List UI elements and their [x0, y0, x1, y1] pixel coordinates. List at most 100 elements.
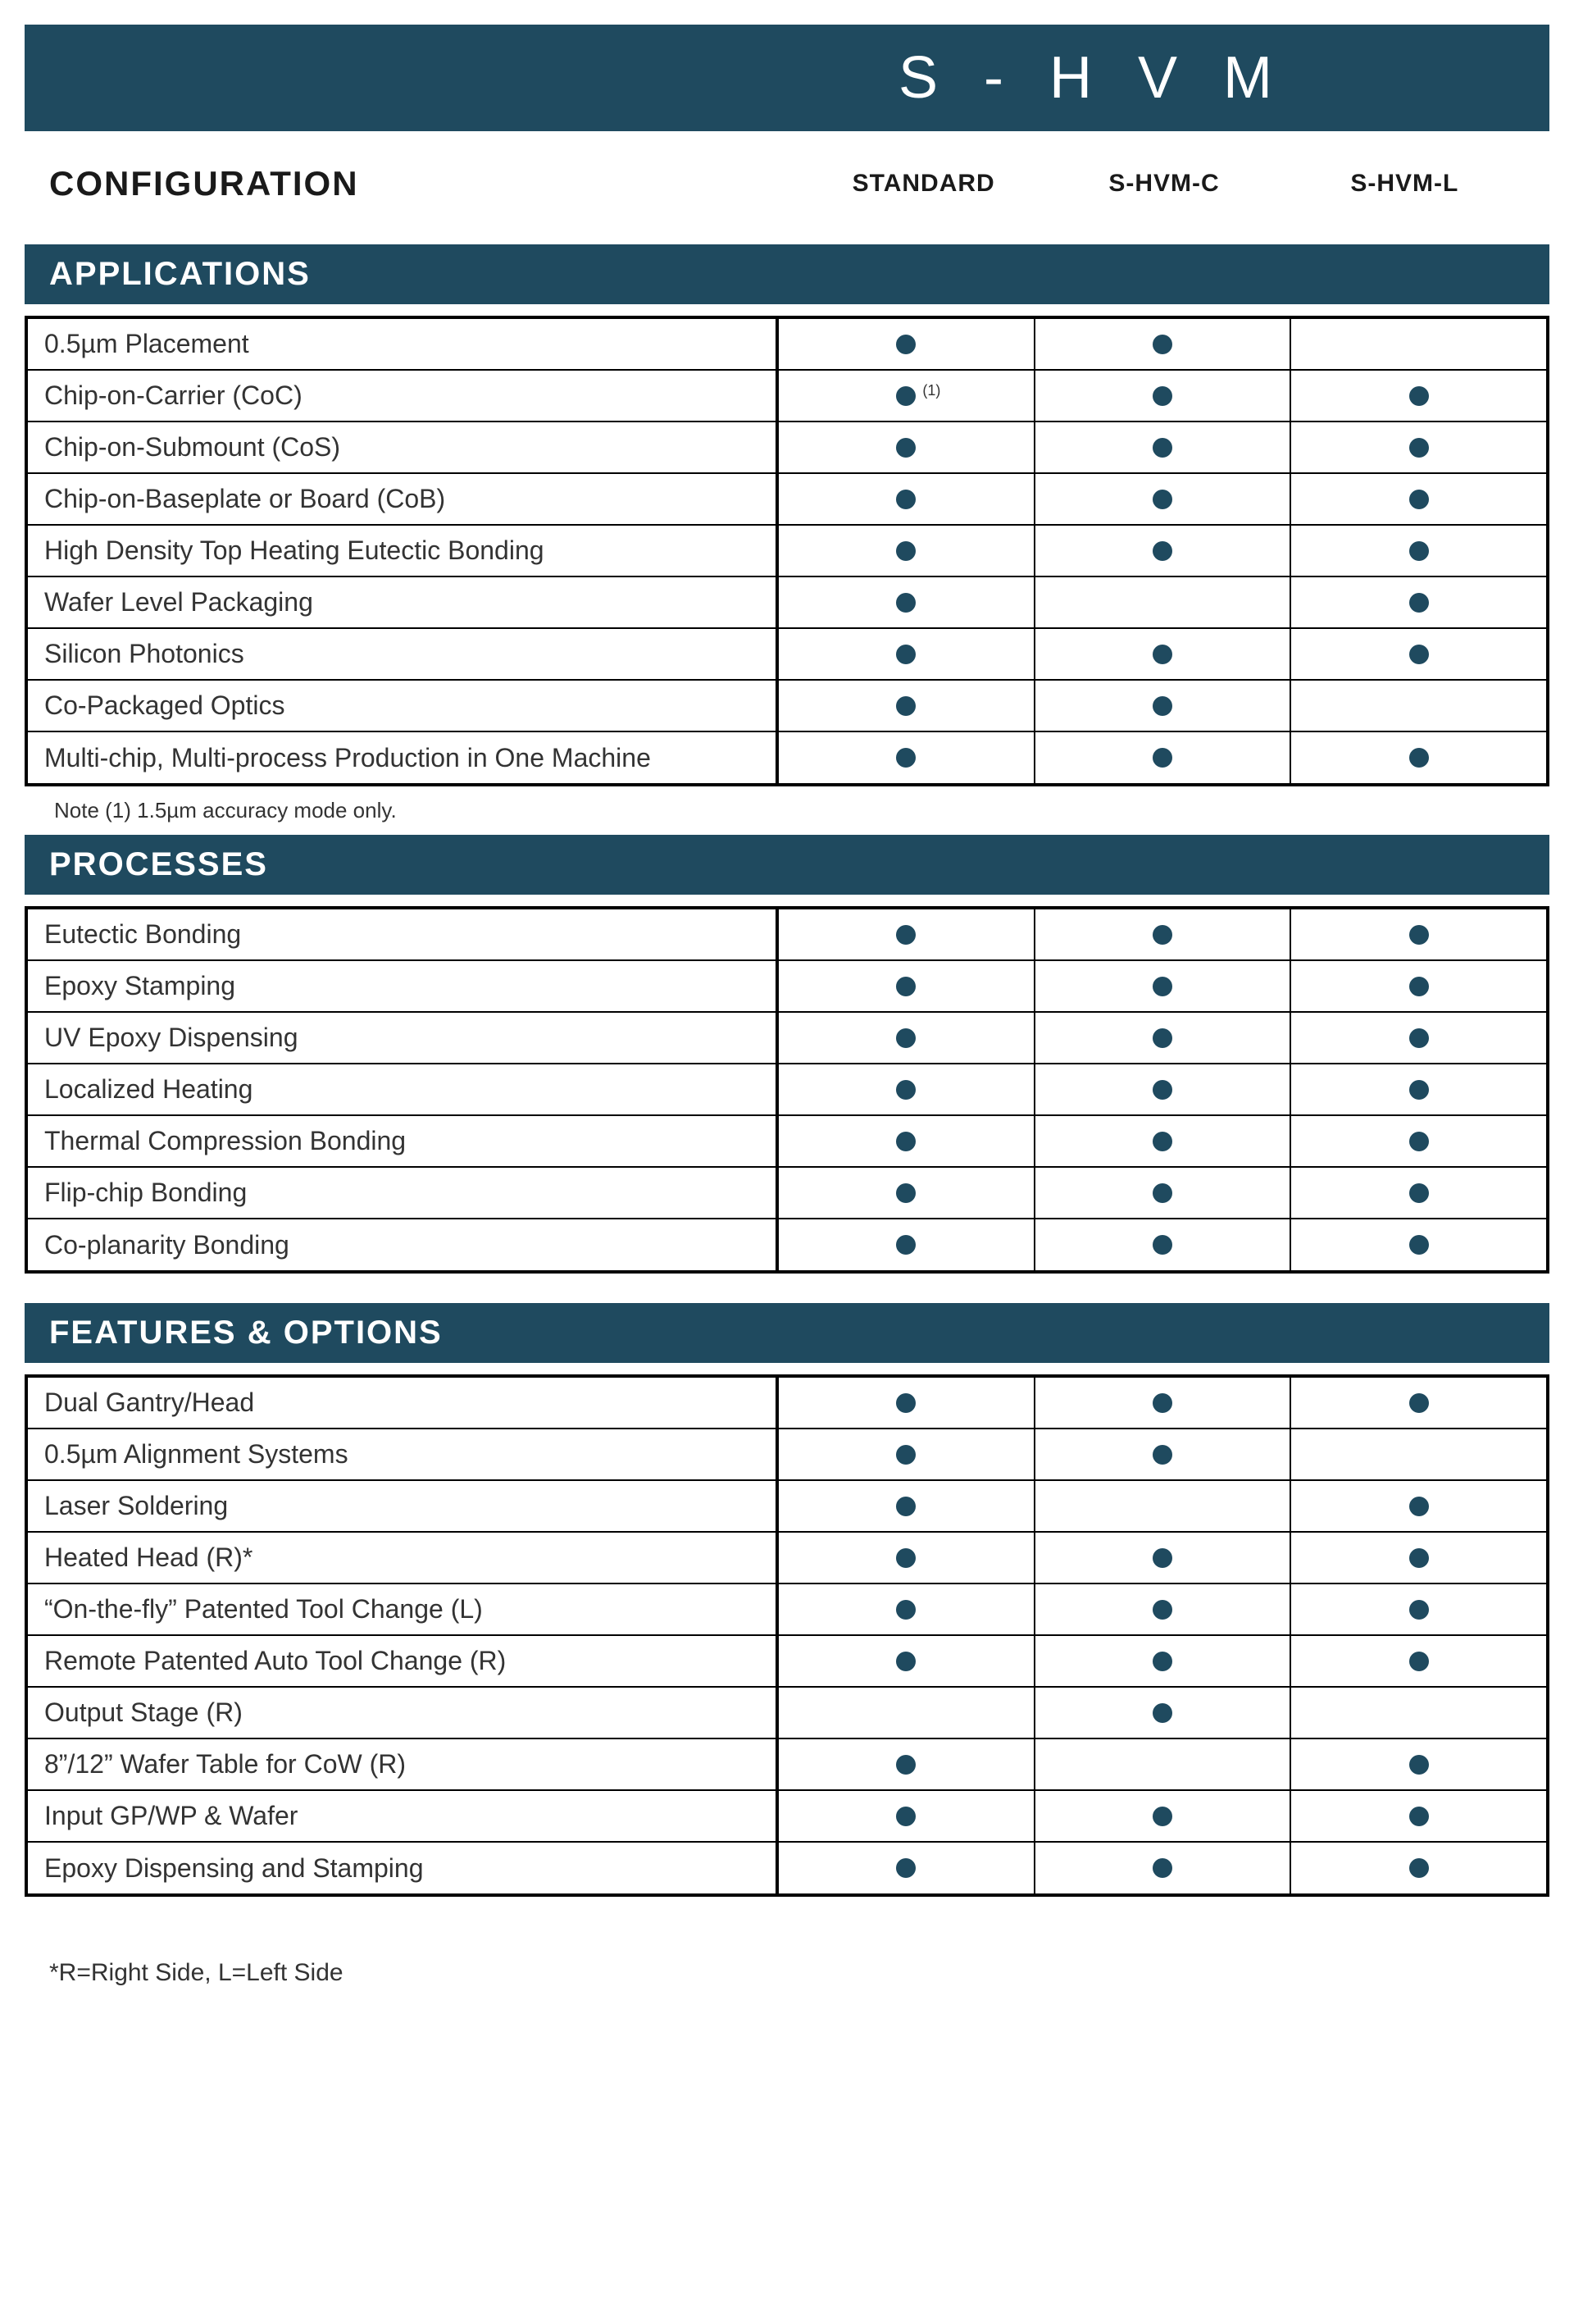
feature-cell: [779, 732, 1035, 783]
feature-cell: [1035, 577, 1292, 627]
feature-label: Dual Gantry/Head: [28, 1378, 779, 1428]
dot-icon: [896, 1080, 916, 1100]
feature-label: 0.5µm Placement: [28, 319, 779, 369]
feature-cell: [1035, 1791, 1292, 1841]
feature-cell: [1291, 1636, 1546, 1686]
feature-cell: [779, 909, 1035, 959]
feature-cell: [779, 1584, 1035, 1634]
table-row: 0.5µm Alignment Systems: [28, 1429, 1546, 1481]
feature-cell: [1035, 1064, 1292, 1114]
section-header: FEATURES & OPTIONS: [25, 1303, 1549, 1363]
dot-icon: [896, 1235, 916, 1255]
feature-cell: [1035, 1584, 1292, 1634]
feature-cell: [1035, 629, 1292, 679]
dot-icon: [1153, 438, 1172, 458]
feature-label: Epoxy Dispensing and Stamping: [28, 1843, 779, 1893]
dot-icon: [1409, 1600, 1429, 1620]
feature-cell: [1291, 1739, 1546, 1789]
dot-icon: [1409, 1548, 1429, 1568]
feature-label: Input GP/WP & Wafer: [28, 1791, 779, 1841]
feature-cell: [1291, 422, 1546, 472]
feature-label: Wafer Level Packaging: [28, 577, 779, 627]
feature-cell: [1035, 1378, 1292, 1428]
dot-icon: [1153, 1393, 1172, 1413]
feature-label: Co-Packaged Optics: [28, 681, 779, 731]
feature-cell: [1291, 961, 1546, 1011]
dot-icon: [896, 438, 916, 458]
feature-cell: [1035, 371, 1292, 421]
feature-label: Laser Soldering: [28, 1481, 779, 1531]
top-banner: S - H V M: [25, 25, 1549, 131]
feature-label: Localized Heating: [28, 1064, 779, 1114]
feature-cell: [1291, 1378, 1546, 1428]
section-gap: [25, 1897, 1549, 1926]
dot-icon: [1153, 1703, 1172, 1723]
table-row: High Density Top Heating Eutectic Bondin…: [28, 526, 1546, 577]
feature-cell: [1035, 1843, 1292, 1893]
feature-cell: [1035, 526, 1292, 576]
feature-label: Silicon Photonics: [28, 629, 779, 679]
feature-cell: [1035, 1481, 1292, 1531]
feature-cell: [1035, 1739, 1292, 1789]
dot-icon: [896, 1755, 916, 1775]
table-row: Multi-chip, Multi-process Production in …: [28, 732, 1546, 783]
footnote: *R=Right Side, L=Left Side: [0, 1926, 1574, 2020]
dot-icon: [1409, 1652, 1429, 1671]
feature-cell: [779, 577, 1035, 627]
feature-cell: [1035, 961, 1292, 1011]
table-row: Co-planarity Bonding: [28, 1219, 1546, 1270]
dot-icon: [896, 386, 916, 406]
dot-icon: [896, 1652, 916, 1671]
feature-cell: [779, 1791, 1035, 1841]
feature-cell: [1035, 1533, 1292, 1583]
dot-icon: [896, 1028, 916, 1048]
feature-cell: [1035, 319, 1292, 369]
feature-cell: [779, 1429, 1035, 1479]
feature-cell: [779, 961, 1035, 1011]
feature-cell: [779, 1116, 1035, 1166]
dot-icon: [896, 977, 916, 996]
feature-cell: [1035, 732, 1292, 783]
feature-cell: [1035, 1688, 1292, 1738]
feature-cell: [779, 474, 1035, 524]
dot-icon: [1409, 1080, 1429, 1100]
feature-table: Eutectic BondingEpoxy StampingUV Epoxy D…: [25, 906, 1549, 1274]
feature-label: High Density Top Heating Eutectic Bondin…: [28, 526, 779, 576]
feature-cell: [779, 1481, 1035, 1531]
feature-label: “On-the-fly” Patented Tool Change (L): [28, 1584, 779, 1634]
table-row: 0.5µm Placement: [28, 319, 1546, 371]
dot-icon: [1409, 1858, 1429, 1878]
feature-cell: [1035, 681, 1292, 731]
dot-icon: [896, 1600, 916, 1620]
table-row: Chip-on-Baseplate or Board (CoB): [28, 474, 1546, 526]
dot-icon: [1409, 748, 1429, 768]
table-row: 8”/12” Wafer Table for CoW (R): [28, 1739, 1546, 1791]
dot-icon: [896, 1393, 916, 1413]
dot-icon: [1153, 1548, 1172, 1568]
column-header-shvmc: S-HVM-C: [1044, 170, 1284, 198]
section-header: APPLICATIONS: [25, 244, 1549, 304]
section: PROCESSESEutectic BondingEpoxy StampingU…: [25, 835, 1549, 1303]
feature-label: Thermal Compression Bonding: [28, 1116, 779, 1166]
table-row: Epoxy Stamping: [28, 961, 1546, 1013]
dot-icon: [1153, 1600, 1172, 1620]
feature-cell: [1291, 1533, 1546, 1583]
feature-cell: [1035, 909, 1292, 959]
feature-cell: [779, 1378, 1035, 1428]
table-row: Thermal Compression Bonding: [28, 1116, 1546, 1168]
dot-icon: [1153, 925, 1172, 945]
table-row: UV Epoxy Dispensing: [28, 1013, 1546, 1064]
feature-cell: [1291, 1584, 1546, 1634]
feature-table: 0.5µm PlacementChip-on-Carrier (CoC)(1) C…: [25, 316, 1549, 786]
dot-icon: [896, 1132, 916, 1151]
feature-cell: [1291, 681, 1546, 731]
dot-icon: [896, 541, 916, 561]
table-row: Chip-on-Carrier (CoC)(1): [28, 371, 1546, 422]
dot-icon: [1409, 1235, 1429, 1255]
dot-icon: [896, 1497, 916, 1516]
table-row: “On-the-fly” Patented Tool Change (L): [28, 1584, 1546, 1636]
dot-icon: [1409, 490, 1429, 509]
dot-icon: [1153, 1652, 1172, 1671]
dot-icon: [1153, 1807, 1172, 1826]
dot-icon: [896, 335, 916, 354]
